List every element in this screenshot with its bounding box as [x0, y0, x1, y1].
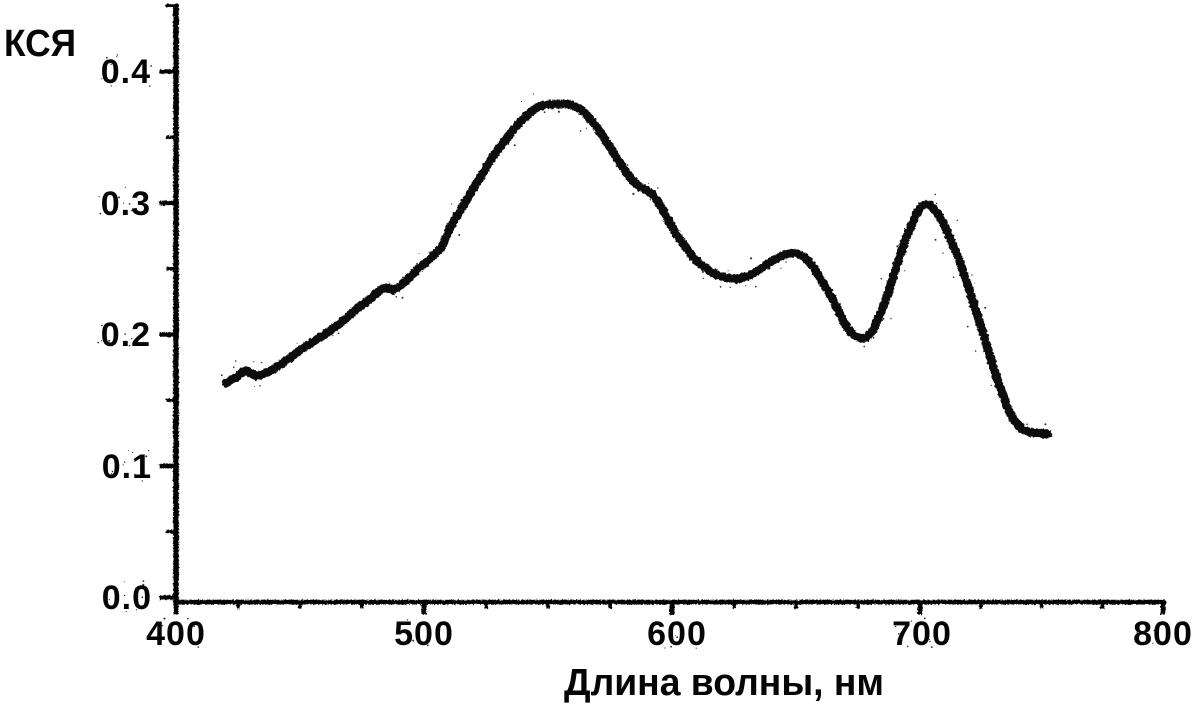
svg-text:700: 700	[892, 615, 952, 653]
svg-text:0.0: 0.0	[102, 579, 152, 617]
svg-text:500: 500	[394, 615, 454, 653]
svg-text:0.2: 0.2	[101, 316, 151, 354]
svg-text:КСЯ: КСЯ	[4, 23, 76, 65]
svg-text:400: 400	[146, 615, 206, 653]
svg-text:0.3: 0.3	[101, 185, 151, 223]
svg-text:800: 800	[1133, 615, 1193, 653]
svg-text:0.4: 0.4	[101, 53, 151, 91]
svg-text:600: 600	[647, 615, 707, 653]
svg-text:0.1: 0.1	[102, 448, 152, 486]
svg-text:Длина волны, нм: Длина волны, нм	[564, 662, 884, 704]
